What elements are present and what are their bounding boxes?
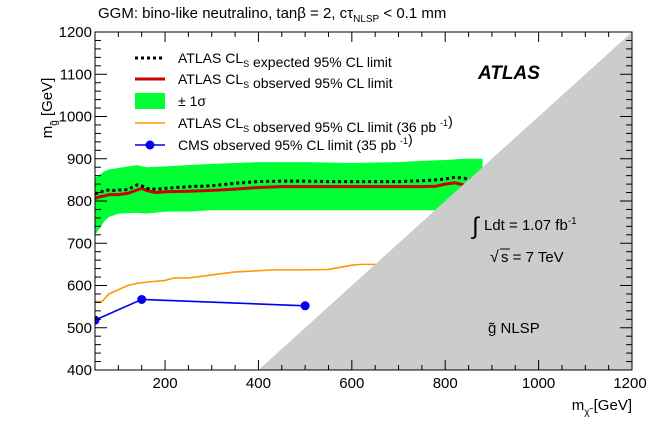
legend-label-2: ± 1σ <box>178 93 206 109</box>
y-tick-label: 900 <box>67 151 92 168</box>
atlas-label: ATLAS <box>477 63 540 84</box>
legend-label-3: ATLAS CLS observed 95% CL limit (36 pb -… <box>178 113 453 135</box>
x-tick-label: 1200 <box>613 375 646 392</box>
legend-label-0: ATLAS CLS expected 95% CL limit <box>178 50 392 70</box>
x-tick-label: 1000 <box>522 375 555 392</box>
plot-area <box>95 32 632 370</box>
legend-marker <box>145 140 155 150</box>
y-tick-label: 700 <box>67 235 92 252</box>
y-tick-label: 1000 <box>59 109 92 126</box>
cms-point <box>300 301 310 311</box>
energy-label: s = 7 TeV <box>501 249 564 266</box>
region-label: g̃ NLSP <box>488 320 540 337</box>
sqrt-sign: √ <box>490 249 499 266</box>
y-tick-label: 500 <box>67 320 92 337</box>
series-line-2 <box>95 263 380 303</box>
y-tick-label: 600 <box>67 278 92 295</box>
integral-sign: ∫ <box>470 213 480 240</box>
x-tick-label: 200 <box>153 375 178 392</box>
y-tick-label: 400 <box>67 362 92 379</box>
x-tick-label: 400 <box>246 375 271 392</box>
x-tick-label: 600 <box>339 375 364 392</box>
y-tick-label: 1100 <box>60 66 92 83</box>
y-axis-label: mg̃ [GeV] <box>39 78 60 139</box>
luminosity-label: Ldt = 1.07 fb-1 <box>484 216 577 234</box>
excluded-region <box>258 32 632 370</box>
chart-title: GGM: bino-like neutralino, tanβ = 2, cτN… <box>98 5 446 25</box>
series-line-3 <box>95 298 306 321</box>
legend-swatch-band <box>135 93 165 109</box>
cms-point <box>95 315 100 325</box>
legend-label-1: ATLAS CLS observed 95% CL limit <box>178 71 393 91</box>
y-tick-label: 800 <box>67 193 92 210</box>
series-line-1 <box>95 181 479 200</box>
x-tick-label: 800 <box>433 375 458 392</box>
cms-point <box>137 294 147 304</box>
one-sigma-band <box>95 158 483 235</box>
x-axis-label: mχ̃ [GeV] <box>572 397 632 418</box>
y-tick-label: 1200 <box>59 24 92 41</box>
legend-label-4: CMS observed 95% CL limit (35 pb -1) <box>178 131 413 153</box>
